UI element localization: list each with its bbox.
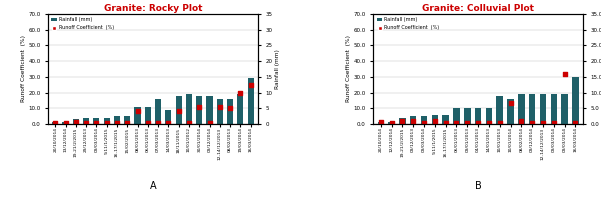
Bar: [464, 108, 471, 124]
Bar: [572, 77, 579, 124]
Title: Granite: Rocky Plot: Granite: Rocky Plot: [104, 4, 202, 13]
Point: [184, 122, 194, 125]
Bar: [496, 96, 503, 124]
Point: [133, 109, 142, 112]
Point: [570, 122, 580, 125]
Bar: [529, 94, 535, 124]
Point: [153, 122, 163, 125]
Point: [61, 122, 70, 125]
Point: [91, 122, 101, 125]
Bar: [377, 122, 384, 124]
Y-axis label: Rainfall (mm): Rainfall (mm): [275, 49, 279, 89]
Bar: [73, 119, 79, 124]
Bar: [507, 99, 514, 124]
Point: [50, 122, 60, 125]
Point: [549, 122, 558, 125]
Point: [505, 101, 515, 104]
Bar: [486, 108, 492, 124]
Bar: [114, 116, 120, 124]
Bar: [237, 94, 243, 124]
Bar: [453, 108, 460, 124]
Point: [473, 122, 483, 125]
Point: [409, 119, 418, 122]
Bar: [52, 122, 58, 124]
Point: [387, 122, 397, 125]
Bar: [186, 94, 192, 124]
Point: [236, 91, 245, 94]
Point: [123, 122, 132, 125]
Title: Granite: Colluvial Plot: Granite: Colluvial Plot: [422, 4, 534, 13]
Bar: [217, 99, 223, 124]
Point: [143, 122, 153, 125]
Bar: [83, 118, 89, 124]
Point: [527, 122, 537, 125]
Bar: [421, 116, 427, 124]
Bar: [93, 118, 100, 124]
Bar: [103, 118, 110, 124]
Point: [560, 72, 569, 75]
Point: [398, 119, 407, 122]
Legend: Rainfall (mm), Runoff Coefficient  (%): Rainfall (mm), Runoff Coefficient (%): [50, 16, 115, 31]
Point: [71, 121, 81, 124]
Bar: [196, 96, 203, 124]
Point: [441, 122, 451, 125]
Bar: [175, 96, 182, 124]
Point: [462, 122, 472, 125]
Bar: [248, 78, 254, 124]
Legend: Rainfall (mm), Runoff Coefficient  (%): Rainfall (mm), Runoff Coefficient (%): [376, 16, 441, 31]
Bar: [432, 115, 438, 124]
Point: [163, 122, 173, 125]
Text: B: B: [475, 181, 481, 191]
Point: [516, 119, 526, 122]
Point: [538, 122, 548, 125]
Bar: [135, 107, 141, 124]
Bar: [227, 99, 233, 124]
Y-axis label: Runoff Coefficient  (%): Runoff Coefficient (%): [346, 36, 351, 102]
Point: [81, 122, 91, 125]
Point: [112, 122, 122, 125]
Bar: [165, 110, 171, 124]
Point: [174, 109, 183, 112]
Bar: [551, 94, 557, 124]
Bar: [388, 122, 395, 124]
Bar: [540, 94, 546, 124]
Bar: [399, 118, 406, 124]
Point: [495, 122, 504, 125]
Bar: [124, 116, 130, 124]
Bar: [145, 107, 151, 124]
Point: [430, 119, 440, 122]
Point: [376, 120, 386, 123]
Point: [205, 122, 215, 125]
Bar: [410, 116, 416, 124]
Bar: [475, 108, 481, 124]
Bar: [561, 94, 568, 124]
Bar: [518, 94, 525, 124]
Text: A: A: [150, 181, 156, 191]
Bar: [63, 122, 69, 124]
Point: [484, 122, 493, 125]
Y-axis label: Runoff Coefficient  (%): Runoff Coefficient (%): [21, 36, 26, 102]
Bar: [442, 115, 449, 124]
Bar: [206, 96, 213, 124]
Point: [215, 105, 225, 108]
Point: [194, 105, 204, 108]
Bar: [155, 99, 161, 124]
Point: [102, 122, 112, 125]
Point: [452, 122, 462, 125]
Point: [246, 83, 255, 86]
Point: [419, 122, 429, 125]
Point: [225, 106, 235, 109]
